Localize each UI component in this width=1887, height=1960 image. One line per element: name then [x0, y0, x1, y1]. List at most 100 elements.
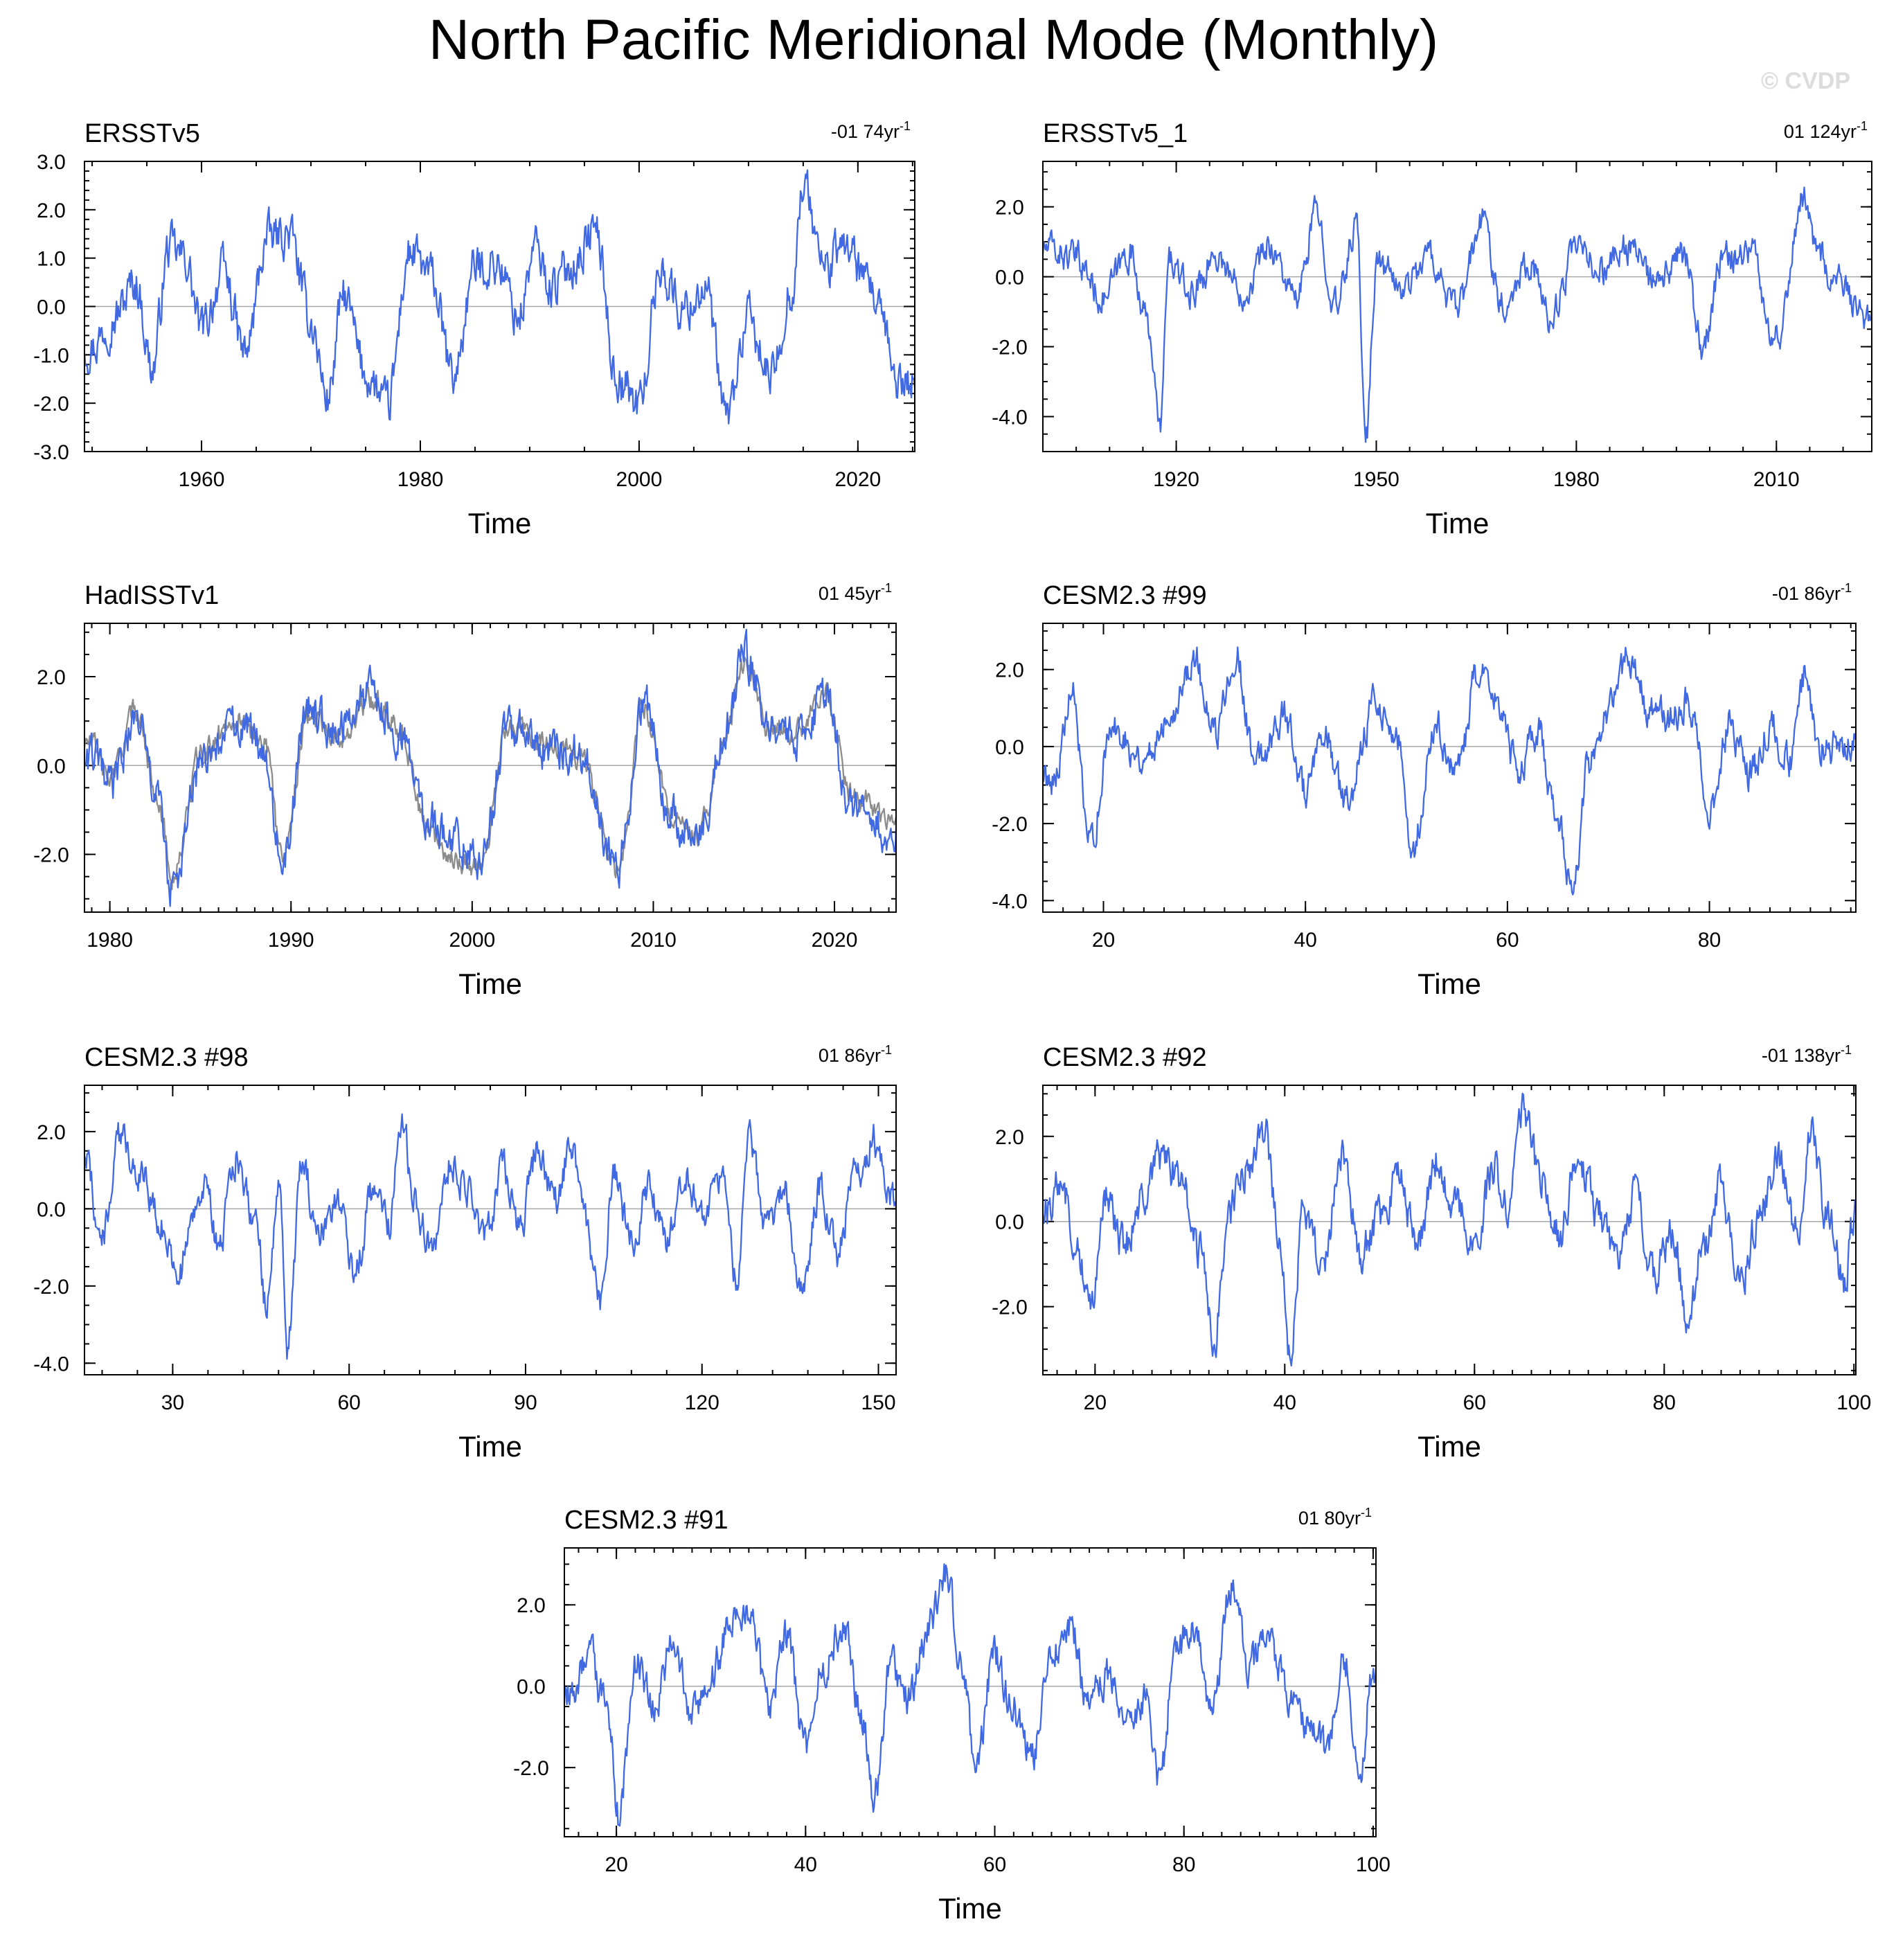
- x-tick-label: 100: [1836, 1391, 1871, 1414]
- y-tick-label: 2.0: [517, 1594, 546, 1617]
- x-tick-label: 1980: [397, 468, 444, 491]
- series-line-cesm2-3-92: [1041, 1092, 1857, 1367]
- plot-frame: [1042, 1085, 1857, 1375]
- trend-label: 01 45yr-1: [819, 581, 892, 604]
- trend-label: 01 80yr-1: [1298, 1506, 1372, 1529]
- trend-exponent: -1: [1361, 1506, 1372, 1520]
- x-tick-label: 60: [1496, 929, 1519, 952]
- x-tick-label: 2020: [812, 929, 858, 952]
- x-tick-label: 80: [1172, 1853, 1195, 1876]
- x-tick-label: 60: [337, 1391, 360, 1414]
- plot-frame: [1042, 161, 1872, 452]
- x-tick-label: 80: [1653, 1391, 1676, 1414]
- y-tick-label: 0.0: [995, 1211, 1024, 1234]
- y-tick-label: -1.0: [33, 344, 69, 367]
- series-line-cesm2-3-99: [1041, 646, 1857, 896]
- panel-4: CESM2.3 #98 01 86yr-1 -4.0 -2.0 0.0 2.0 30 60 90…: [33, 1043, 897, 1463]
- y-tick-label: -2.0: [513, 1757, 549, 1780]
- watermark: © CVDP: [1761, 68, 1850, 94]
- panel-title: CESM2.3 #98: [84, 1043, 249, 1072]
- x-tick-label: 1990: [268, 929, 314, 952]
- plot-frame: [1042, 623, 1857, 913]
- trend-exponent: -1: [900, 119, 911, 133]
- series-line-ersstv5: [83, 169, 916, 425]
- x-axis-label: Time: [938, 1892, 1002, 1925]
- y-tick-label: -3.0: [33, 441, 69, 464]
- y-tick-label: 2.0: [37, 199, 66, 222]
- panel-5: CESM2.3 #92 -01 138yr-1 -2.0 0.0 2.0 20 40 60 80…: [992, 1043, 1871, 1463]
- y-tick-label: 2.0: [37, 1121, 66, 1144]
- trend-label: 01 86yr-1: [819, 1043, 892, 1066]
- x-tick-label: 90: [514, 1391, 537, 1414]
- panel-title: CESM2.3 #91: [564, 1506, 728, 1535]
- x-tick-label: 80: [1698, 929, 1721, 952]
- y-tick-label: 0.0: [995, 736, 1024, 759]
- x-tick-label: 40: [1294, 929, 1316, 952]
- series-line-cesm2-3-98: [83, 1113, 897, 1360]
- y-tick-label: 1.0: [37, 248, 66, 271]
- series-line-ersstv5: [83, 656, 897, 891]
- trend-exponent: -1: [881, 581, 892, 595]
- y-tick-label: -2.0: [33, 1276, 69, 1299]
- panel-2: HadISSTv1 01 45yr-1 -2.0 0.0 2.0 1980 1990 2000…: [33, 581, 897, 1000]
- trend-exponent: -1: [1841, 1043, 1852, 1057]
- trend-label: -01 74yr-1: [831, 119, 911, 142]
- panel-3: CESM2.3 #99 -01 86yr-1 -4.0 -2.0 0.0 2.0 20 40 6…: [992, 581, 1857, 1000]
- x-axis-label: Time: [1418, 1430, 1481, 1463]
- trend-label: -01 138yr-1: [1762, 1043, 1852, 1066]
- panel-title: CESM2.3 #99: [1043, 581, 1207, 610]
- x-tick-label: 2010: [1753, 468, 1800, 491]
- panel-0: ERSSTv5 -01 74yr-1 -3.0 -2.0 -1.0 0.0 1.0 2.0 3.…: [33, 119, 916, 540]
- figure-title: North Pacific Meridional Mode (Monthly): [429, 8, 1438, 71]
- x-axis-label: Time: [458, 968, 522, 1000]
- series-line-cesm2-3-91: [563, 1563, 1377, 1827]
- plot-frame: [564, 1547, 1377, 1837]
- trend-exponent: -1: [1841, 581, 1852, 595]
- x-tick-label: 2010: [630, 929, 677, 952]
- x-tick-label: 100: [1356, 1853, 1390, 1876]
- y-tick-label: 2.0: [995, 197, 1024, 220]
- x-tick-label: 150: [861, 1391, 895, 1414]
- series-line-hadisstv1: [83, 628, 897, 907]
- x-axis-label: Time: [468, 507, 532, 540]
- y-tick-label: 2.0: [37, 666, 66, 689]
- series-line-ersstv5-1: [1041, 186, 1873, 443]
- panel-title: CESM2.3 #92: [1043, 1043, 1207, 1072]
- x-tick-label: 1980: [87, 929, 133, 952]
- plot-frame: [84, 161, 915, 452]
- x-tick-label: 40: [1273, 1391, 1296, 1414]
- panel-title: ERSSTv5_1: [1043, 119, 1188, 148]
- x-tick-label: 20: [1092, 929, 1115, 952]
- x-tick-label: 20: [605, 1853, 627, 1876]
- trend-exponent: -1: [1857, 119, 1868, 133]
- y-tick-label: -4.0: [33, 1353, 69, 1375]
- plot-frame: [84, 623, 897, 913]
- x-tick-label: 60: [983, 1853, 1006, 1876]
- trend-label: 01 124yr-1: [1784, 119, 1868, 142]
- trend-label: -01 86yr-1: [1772, 581, 1852, 604]
- y-tick-label: -2.0: [992, 337, 1028, 359]
- y-tick-label: 0.0: [995, 267, 1024, 289]
- x-tick-label: 30: [161, 1391, 184, 1414]
- y-tick-label: 0.0: [37, 296, 66, 319]
- y-tick-label: 0.0: [37, 1198, 66, 1221]
- panel-title: ERSSTv5: [84, 119, 200, 148]
- panels: ERSSTv5 -01 74yr-1 -3.0 -2.0 -1.0 0.0 1.0 2.0 3.…: [33, 119, 1873, 1925]
- x-tick-label: 2020: [834, 468, 881, 491]
- trend-exponent: -1: [881, 1043, 892, 1057]
- y-tick-label: 3.0: [37, 151, 66, 174]
- x-tick-label: 1950: [1353, 468, 1399, 491]
- x-tick-label: 60: [1463, 1391, 1486, 1414]
- y-tick-label: -2.0: [992, 813, 1028, 836]
- y-tick-label: 2.0: [995, 1126, 1024, 1149]
- y-tick-label: -4.0: [992, 407, 1028, 429]
- x-axis-label: Time: [1418, 968, 1481, 1000]
- panel-6: CESM2.3 #91 01 80yr-1 -2.0 0.0 2.0 20 40 60 80 10…: [513, 1506, 1390, 1925]
- panel-title: HadISSTv1: [84, 581, 219, 610]
- y-tick-label: 0.0: [37, 755, 66, 778]
- y-tick-label: 2.0: [995, 659, 1024, 682]
- y-tick-label: -2.0: [33, 844, 69, 867]
- x-tick-label: 2000: [616, 468, 663, 491]
- x-tick-label: 20: [1084, 1391, 1107, 1414]
